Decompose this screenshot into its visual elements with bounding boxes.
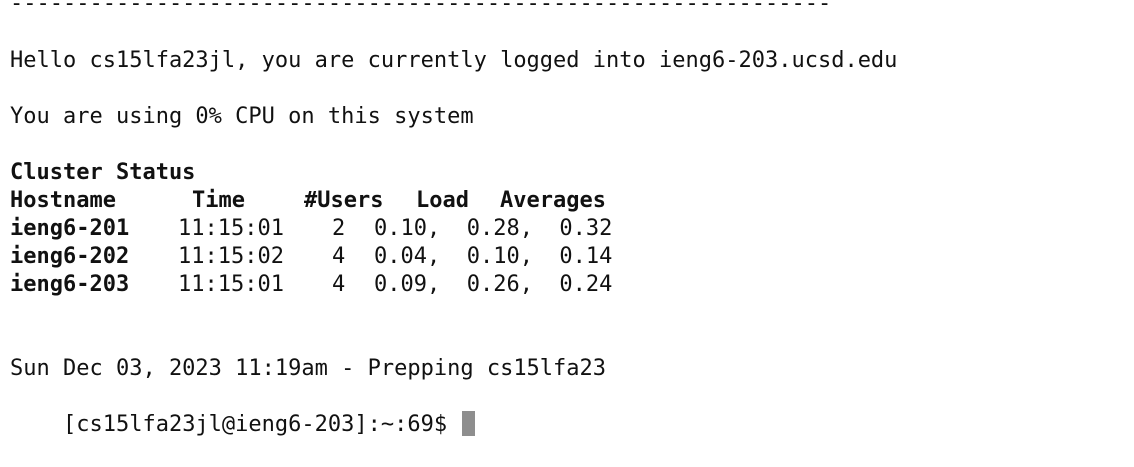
header-time: Time [192, 188, 245, 213]
text-cursor[interactable] [462, 411, 476, 436]
divider-line: ----------------------------------------… [10, 0, 832, 16]
greeting-message: Hello cs15lfa23jl, you are currently log… [10, 48, 898, 73]
row-hostname: ieng6-203 [10, 272, 130, 297]
command-prompt-line[interactable]: [cs15lfa23jl@ieng6-203]:~:69$ [10, 383, 476, 437]
header-averages: Averages [500, 188, 606, 213]
row-time: 11:15:01 [178, 272, 284, 297]
cpu-usage-message: You are using 0% CPU on this system [10, 104, 474, 129]
header-load: Load [416, 188, 469, 213]
row-hostname: ieng6-201 [10, 216, 130, 241]
row-users: 4 [332, 244, 346, 269]
header-users: #Users [304, 188, 384, 213]
row-hostname: ieng6-202 [10, 244, 130, 269]
shell-prompt: [cs15lfa23jl@ieng6-203]:~:69$ [62, 412, 461, 437]
row-time: 11:15:02 [178, 244, 284, 269]
cluster-status-title: Cluster Status [10, 160, 196, 185]
terminal-window[interactable]: ----------------------------------------… [0, 0, 1134, 437]
date-message: Sun Dec 03, 2023 11:19am - Prepping cs15… [10, 356, 607, 381]
header-hostname: Hostname [10, 188, 116, 213]
row-time: 11:15:01 [178, 216, 284, 241]
row-load: 0.09, 0.26, 0.24 [374, 272, 613, 297]
row-users: 2 [332, 216, 346, 241]
row-users: 4 [332, 272, 346, 297]
row-load: 0.10, 0.28, 0.32 [374, 216, 613, 241]
row-load: 0.04, 0.10, 0.14 [374, 244, 613, 269]
